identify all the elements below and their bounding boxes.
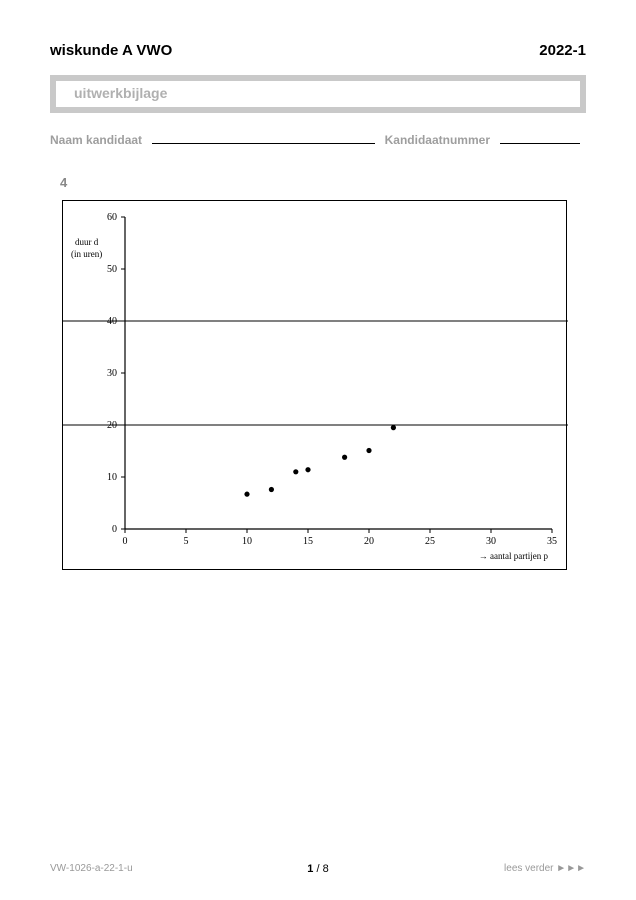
header-row: wiskunde A VWO 2022-1 bbox=[50, 42, 586, 59]
svg-text:40: 40 bbox=[107, 316, 117, 327]
scatter-chart: 0 10 20 30 40 50 60 0 5 10 15 20 25 30 35 duur d (in ure… bbox=[62, 200, 567, 570]
candidate-row: Naam kandidaat Kandidaatnummer bbox=[50, 133, 586, 147]
svg-text:30: 30 bbox=[107, 368, 117, 379]
number-label: Kandidaatnummer bbox=[385, 133, 490, 147]
name-label: Naam kandidaat bbox=[50, 133, 142, 147]
svg-text:20: 20 bbox=[107, 420, 117, 431]
svg-text:0: 0 bbox=[123, 536, 128, 547]
number-fill-line bbox=[500, 134, 580, 144]
svg-text:5: 5 bbox=[184, 536, 189, 547]
svg-text:0: 0 bbox=[112, 524, 117, 535]
svg-text:→ aantal partijen p: → aantal partijen p bbox=[479, 551, 549, 561]
exam-page: wiskunde A VWO 2022-1 uitwerkbijlage Naa… bbox=[0, 0, 636, 900]
footer-right: lees verder ►►► bbox=[504, 863, 586, 874]
svg-text:15: 15 bbox=[303, 536, 313, 547]
question-number: 4 bbox=[60, 175, 586, 190]
svg-text:20: 20 bbox=[364, 536, 374, 547]
svg-text:35: 35 bbox=[547, 536, 557, 547]
svg-text:10: 10 bbox=[242, 536, 252, 547]
footer-left: VW-1026-a-22-1-u bbox=[50, 863, 133, 874]
svg-text:30: 30 bbox=[486, 536, 496, 547]
footer-page-sep: / bbox=[313, 863, 322, 875]
svg-text:10: 10 bbox=[107, 472, 117, 483]
subject-title: wiskunde A VWO bbox=[50, 42, 172, 59]
svg-text:25: 25 bbox=[425, 536, 435, 547]
svg-text:(in uren): (in uren) bbox=[71, 249, 102, 259]
title-bar: uitwerkbijlage bbox=[50, 75, 586, 113]
svg-text:50: 50 bbox=[107, 264, 117, 275]
title-text: uitwerkbijlage bbox=[74, 85, 167, 101]
name-fill-line bbox=[152, 134, 375, 144]
exam-year: 2022-1 bbox=[539, 42, 586, 59]
svg-text:duur d: duur d bbox=[75, 237, 99, 247]
chart-svg: 0 10 20 30 40 50 60 0 5 10 15 20 25 30 35 duur d (in ure… bbox=[63, 201, 568, 571]
svg-text:60: 60 bbox=[107, 212, 117, 223]
footer-page-total: 8 bbox=[323, 863, 329, 875]
footer-row: VW-1026-a-22-1-u 1 / 8 lees verder ►►► bbox=[50, 863, 586, 874]
footer-page: 1 / 8 bbox=[307, 863, 328, 875]
